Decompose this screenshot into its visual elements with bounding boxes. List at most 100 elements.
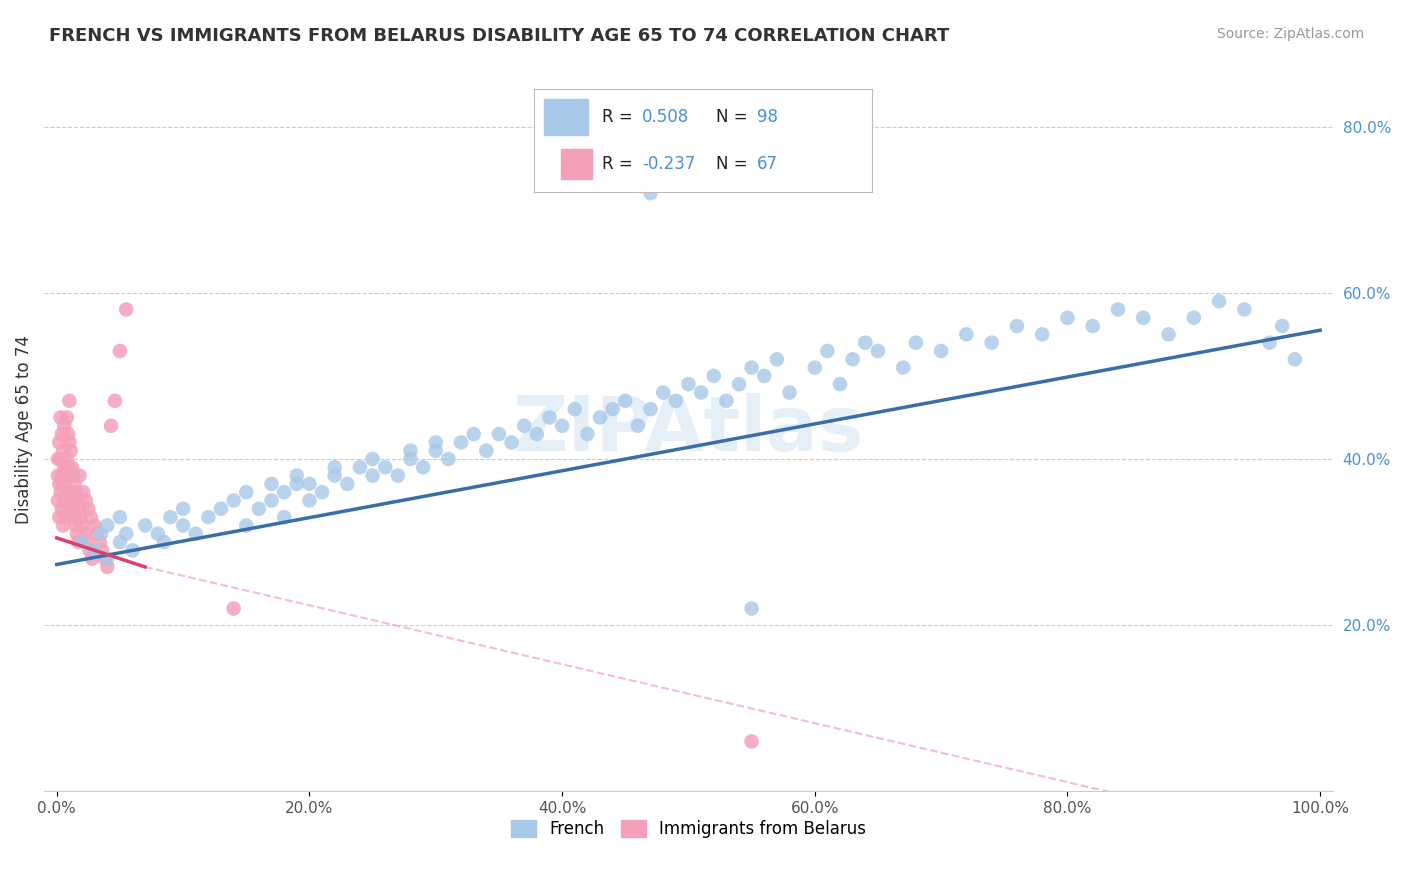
Point	[627, 418, 650, 433]
Point	[115, 526, 138, 541]
Point	[853, 335, 876, 350]
Point	[72, 485, 94, 500]
Point	[678, 377, 700, 392]
Point	[475, 443, 498, 458]
Legend: French, Immigrants from Belarus: French, Immigrants from Belarus	[503, 813, 873, 845]
Point	[336, 476, 359, 491]
Point	[311, 485, 333, 500]
Point	[1284, 352, 1306, 367]
Point	[273, 510, 295, 524]
Point	[488, 427, 510, 442]
Point	[79, 543, 101, 558]
Point	[260, 493, 283, 508]
Point	[703, 368, 725, 383]
Bar	[544, 99, 588, 136]
Point	[75, 493, 97, 508]
Point	[425, 443, 447, 458]
Point	[134, 518, 156, 533]
Point	[323, 460, 346, 475]
Point	[374, 460, 396, 475]
Point	[298, 493, 321, 508]
Point	[640, 402, 662, 417]
Point	[70, 535, 93, 549]
Point	[46, 493, 69, 508]
Point	[728, 377, 751, 392]
Point	[73, 526, 96, 541]
Point	[538, 410, 561, 425]
Point	[929, 343, 952, 358]
Point	[52, 476, 75, 491]
Point	[1157, 327, 1180, 342]
Point	[96, 551, 118, 566]
Point	[56, 452, 79, 467]
Text: R =: R =	[602, 155, 638, 173]
Text: -0.237: -0.237	[643, 155, 696, 173]
Point	[159, 510, 181, 524]
Point	[104, 393, 127, 408]
Point	[69, 510, 91, 524]
Text: FRENCH VS IMMIGRANTS FROM BELARUS DISABILITY AGE 65 TO 74 CORRELATION CHART: FRENCH VS IMMIGRANTS FROM BELARUS DISABI…	[49, 27, 949, 45]
Text: N =: N =	[717, 108, 754, 126]
Point	[83, 518, 105, 533]
Point	[980, 335, 1002, 350]
Point	[49, 485, 72, 500]
Point	[65, 518, 87, 533]
Text: 98: 98	[756, 108, 778, 126]
Point	[55, 510, 77, 524]
Point	[100, 418, 122, 433]
Text: Source: ZipAtlas.com: Source: ZipAtlas.com	[1216, 27, 1364, 41]
Point	[184, 526, 207, 541]
Point	[51, 501, 73, 516]
Point	[49, 452, 72, 467]
Point	[58, 435, 80, 450]
Point	[52, 518, 75, 533]
Point	[51, 427, 73, 442]
Point	[96, 518, 118, 533]
Text: 0.508: 0.508	[643, 108, 689, 126]
Point	[437, 452, 460, 467]
Point	[235, 485, 257, 500]
Point	[48, 435, 70, 450]
Point	[1208, 294, 1230, 309]
Point	[63, 510, 86, 524]
Point	[46, 452, 69, 467]
Point	[56, 427, 79, 442]
Point	[89, 535, 111, 549]
Point	[49, 410, 72, 425]
Text: ZIPAtlas: ZIPAtlas	[513, 392, 865, 467]
Point	[60, 460, 83, 475]
Point	[59, 485, 82, 500]
Point	[62, 468, 84, 483]
Point	[1271, 319, 1294, 334]
Point	[652, 385, 675, 400]
Point	[450, 435, 472, 450]
Point	[48, 510, 70, 524]
Point	[1005, 319, 1028, 334]
Point	[235, 518, 257, 533]
Point	[387, 468, 409, 483]
Point	[904, 335, 927, 350]
Point	[766, 352, 789, 367]
Point	[58, 393, 80, 408]
Point	[323, 468, 346, 483]
Point	[1258, 335, 1281, 350]
Point	[741, 360, 763, 375]
Point	[551, 418, 574, 433]
Point	[828, 377, 851, 392]
Point	[412, 460, 434, 475]
Point	[70, 518, 93, 533]
Point	[1056, 310, 1078, 325]
Point	[108, 343, 131, 358]
Point	[108, 535, 131, 549]
Point	[153, 535, 176, 549]
Point	[65, 485, 87, 500]
Point	[53, 418, 76, 433]
Point	[298, 476, 321, 491]
Point	[463, 427, 485, 442]
Point	[172, 501, 194, 516]
Point	[815, 343, 838, 358]
Point	[1081, 319, 1104, 334]
Point	[90, 526, 112, 541]
Point	[56, 460, 79, 475]
Point	[69, 501, 91, 516]
